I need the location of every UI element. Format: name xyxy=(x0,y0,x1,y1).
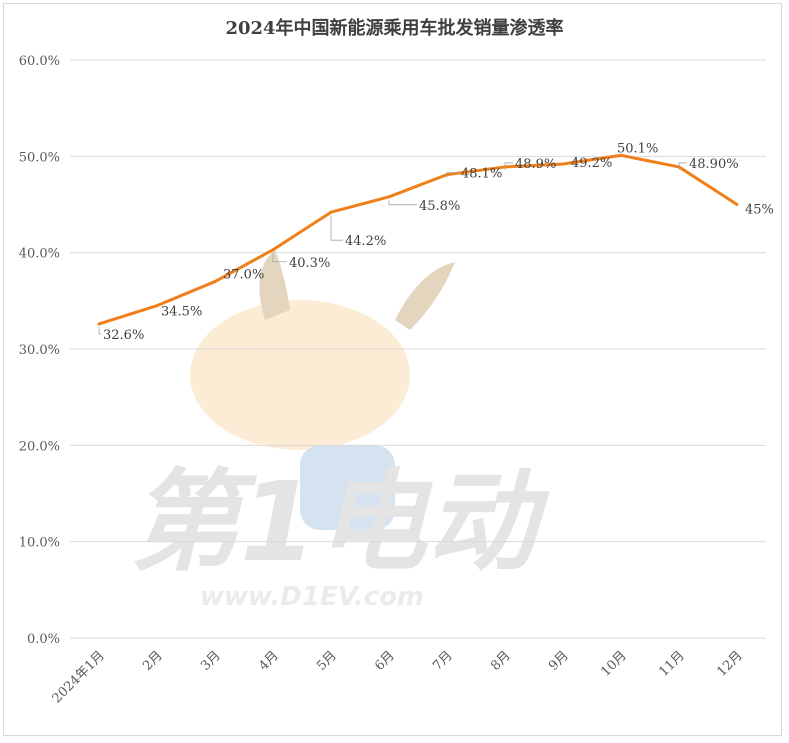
data-label: 48.9% xyxy=(515,157,556,172)
label-leader xyxy=(388,199,417,206)
y-tick-label: 20.0% xyxy=(19,439,60,454)
data-point xyxy=(271,248,275,252)
data-label: 32.6% xyxy=(103,328,144,343)
x-tick-label: 5月 xyxy=(314,648,340,674)
x-tick-label: 10月 xyxy=(598,648,629,679)
data-point xyxy=(387,195,391,199)
data-point xyxy=(213,280,217,284)
x-tick-label: 7月 xyxy=(430,648,456,674)
x-tick-label: 8月 xyxy=(488,648,514,674)
data-point xyxy=(619,153,623,157)
data-labels: 32.6% 34.5% 37.0% 40.3% 44.2% 45.8% 48.1% 48.9%… xyxy=(98,141,774,343)
data-label: 37.0% xyxy=(223,268,264,283)
data-label: 40.3% xyxy=(289,256,330,271)
label-leader xyxy=(446,172,459,178)
x-tick-label: 9月 xyxy=(546,648,572,674)
y-axis-ticks: 0.0% 10.0% 20.0% 30.0% 40.0% 50.0% 60.0% xyxy=(19,54,60,647)
label-leader xyxy=(330,215,343,241)
y-tick-label: 60.0% xyxy=(19,54,60,69)
chart-frame xyxy=(3,3,782,736)
label-leader xyxy=(504,162,513,170)
data-point xyxy=(155,304,159,308)
chart-title: 2024年中国新能源乘用车批发销量渗透率 xyxy=(225,18,564,39)
y-tick-label: 30.0% xyxy=(19,343,60,358)
watermark-mascot-body xyxy=(300,445,395,530)
label-leader xyxy=(678,162,687,170)
y-tick-label: 10.0% xyxy=(19,536,60,551)
data-label: 48.90% xyxy=(689,157,739,172)
watermark: 第1电动 www.D1EV.com xyxy=(130,250,550,612)
y-tick-label: 0.0% xyxy=(27,632,60,647)
data-point xyxy=(735,203,739,206)
y-tick-label: 40.0% xyxy=(19,247,60,262)
y-tick-label: 50.0% xyxy=(19,150,60,165)
watermark-url-text: www.D1EV.com xyxy=(200,582,424,612)
x-tick-label: 2024年1月 xyxy=(50,648,108,706)
x-tick-label: 2月 xyxy=(140,648,166,674)
watermark-mascot-head xyxy=(190,300,410,450)
x-tick-label: 12月 xyxy=(714,648,745,679)
series-group xyxy=(97,153,739,326)
data-label: 44.2% xyxy=(345,234,386,249)
watermark-brand-text: 第1电动 xyxy=(130,458,550,586)
data-label: 34.5% xyxy=(161,305,202,320)
watermark-mascot-antler-left xyxy=(259,250,290,320)
data-label: 49.2% xyxy=(571,156,612,171)
x-tick-label: 3月 xyxy=(198,648,224,674)
data-label: 48.1% xyxy=(461,167,502,182)
data-label: 45% xyxy=(745,203,774,218)
series-line xyxy=(98,153,738,326)
data-label: 50.1% xyxy=(617,141,658,156)
data-point xyxy=(561,162,565,166)
label-leader xyxy=(272,252,287,263)
label-leader xyxy=(98,326,101,335)
grid-lines xyxy=(70,59,766,639)
x-axis-ticks: 2024年1月 2月 3月 4月 5月 6月 7月 8月 9月 10月 11月 12月 xyxy=(50,648,746,706)
data-point xyxy=(329,210,333,214)
x-tick-label: 6月 xyxy=(372,648,398,674)
data-label: 45.8% xyxy=(419,199,460,214)
watermark-mascot-antler-right xyxy=(395,262,455,330)
x-tick-label: 4月 xyxy=(256,648,282,674)
x-tick-label: 11月 xyxy=(656,648,687,679)
data-point xyxy=(97,322,101,326)
